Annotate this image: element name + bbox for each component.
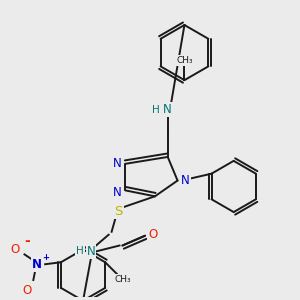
Text: H: H xyxy=(152,105,160,115)
Text: H: H xyxy=(76,246,84,256)
Text: CH₃: CH₃ xyxy=(176,56,193,65)
Text: N: N xyxy=(113,186,122,199)
Text: O: O xyxy=(23,284,32,297)
Text: S: S xyxy=(114,205,123,218)
Text: N: N xyxy=(32,258,42,271)
Text: N: N xyxy=(163,103,172,116)
Text: N: N xyxy=(87,245,95,258)
Text: O: O xyxy=(10,243,19,256)
Text: O: O xyxy=(148,228,158,241)
Text: +: + xyxy=(43,253,50,262)
Text: -: - xyxy=(25,234,30,248)
Text: N: N xyxy=(181,174,190,187)
Text: N: N xyxy=(113,157,122,170)
Text: CH₃: CH₃ xyxy=(115,274,131,284)
